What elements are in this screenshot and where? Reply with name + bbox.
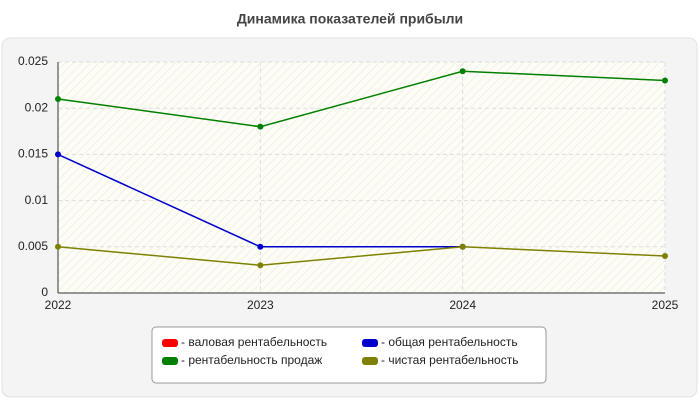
point <box>459 243 466 250</box>
y-tick-label: 0.01 <box>25 193 49 207</box>
y-tick-label: 0 <box>41 285 48 299</box>
point <box>662 253 668 260</box>
point <box>662 77 668 84</box>
y-tick-label: 0.02 <box>25 100 49 114</box>
x-tick-label: 2022 <box>45 298 72 312</box>
chart-title: Динамика показателей прибыли <box>237 11 463 27</box>
legend-swatch <box>162 357 178 365</box>
point <box>257 262 264 269</box>
x-tick-label: 2024 <box>449 298 476 312</box>
point <box>55 243 61 250</box>
point <box>257 123 264 130</box>
series-line <box>57 70 666 128</box>
legend-label: - валовая рентабельность <box>181 335 327 349</box>
legend-label: - общая рентабельность <box>381 335 518 349</box>
point <box>55 95 61 102</box>
legend-label: - чистая рентабельность <box>381 353 518 367</box>
plot-area <box>58 62 665 293</box>
legend-swatch <box>162 339 178 347</box>
y-tick-label: 0.015 <box>18 147 48 161</box>
point <box>257 243 264 250</box>
x-tick-label: 2023 <box>247 298 274 312</box>
legend-label: - рентабельность продаж <box>181 353 322 367</box>
legend <box>151 326 547 384</box>
y-tick-label: 0.005 <box>18 239 48 253</box>
point <box>459 68 466 75</box>
point <box>55 151 61 158</box>
legend-swatch <box>362 339 378 347</box>
legend-swatch <box>362 357 378 365</box>
series-line <box>57 246 666 267</box>
y-tick-label: 0.025 <box>18 54 48 68</box>
x-tick-label: 2025 <box>652 298 679 312</box>
